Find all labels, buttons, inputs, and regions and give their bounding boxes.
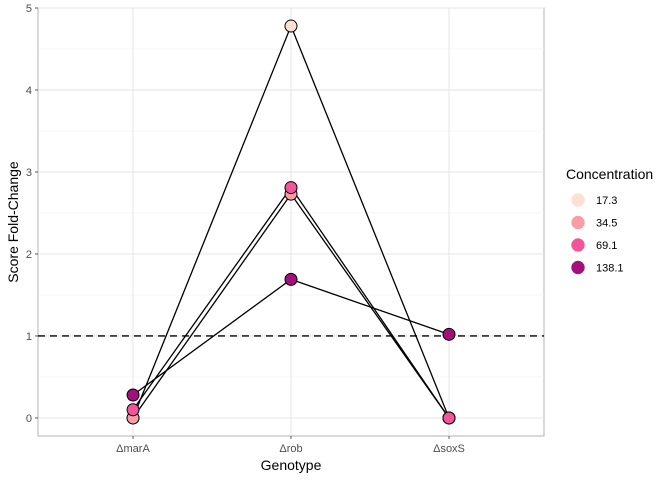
x-axis-title: Genotype (261, 457, 322, 473)
data-point (442, 327, 456, 341)
legend-key (571, 193, 585, 207)
x-tick-label: ΔsoxS (433, 443, 465, 455)
y-tick-label: 5 (26, 3, 32, 15)
legend: Concentration 17.3 34.5 69.1 138.1 (566, 166, 653, 275)
data-point (442, 411, 456, 425)
data-point (284, 181, 298, 195)
x-tick-label: Δrob (279, 443, 302, 455)
legend-key (571, 238, 585, 252)
legend-label: 34.5 (596, 218, 617, 230)
x-axis-ticks: ΔmarA Δrob ΔsoxS (116, 436, 465, 455)
legend-label: 69.1 (596, 240, 617, 252)
data-point (126, 403, 140, 417)
y-axis-ticks: 0 1 2 3 4 5 (26, 3, 38, 425)
y-axis-title: Score Fold-Change (5, 161, 21, 283)
data-point (126, 388, 140, 402)
legend-label: 17.3 (596, 195, 617, 207)
y-tick-label: 2 (26, 249, 32, 261)
legend-key (571, 215, 585, 230)
legend-items: 17.3 34.5 69.1 138.1 (571, 193, 624, 275)
y-tick-label: 3 (26, 167, 32, 179)
data-point (284, 272, 298, 286)
x-tick-label: ΔmarA (116, 443, 150, 455)
data-point (284, 19, 298, 33)
legend-label: 138.1 (596, 263, 624, 275)
y-tick-label: 1 (26, 331, 32, 343)
legend-key (571, 260, 585, 275)
y-tick-label: 4 (26, 85, 32, 97)
data-points (126, 19, 456, 425)
y-tick-label: 0 (26, 413, 32, 425)
legend-title: Concentration (566, 166, 653, 182)
